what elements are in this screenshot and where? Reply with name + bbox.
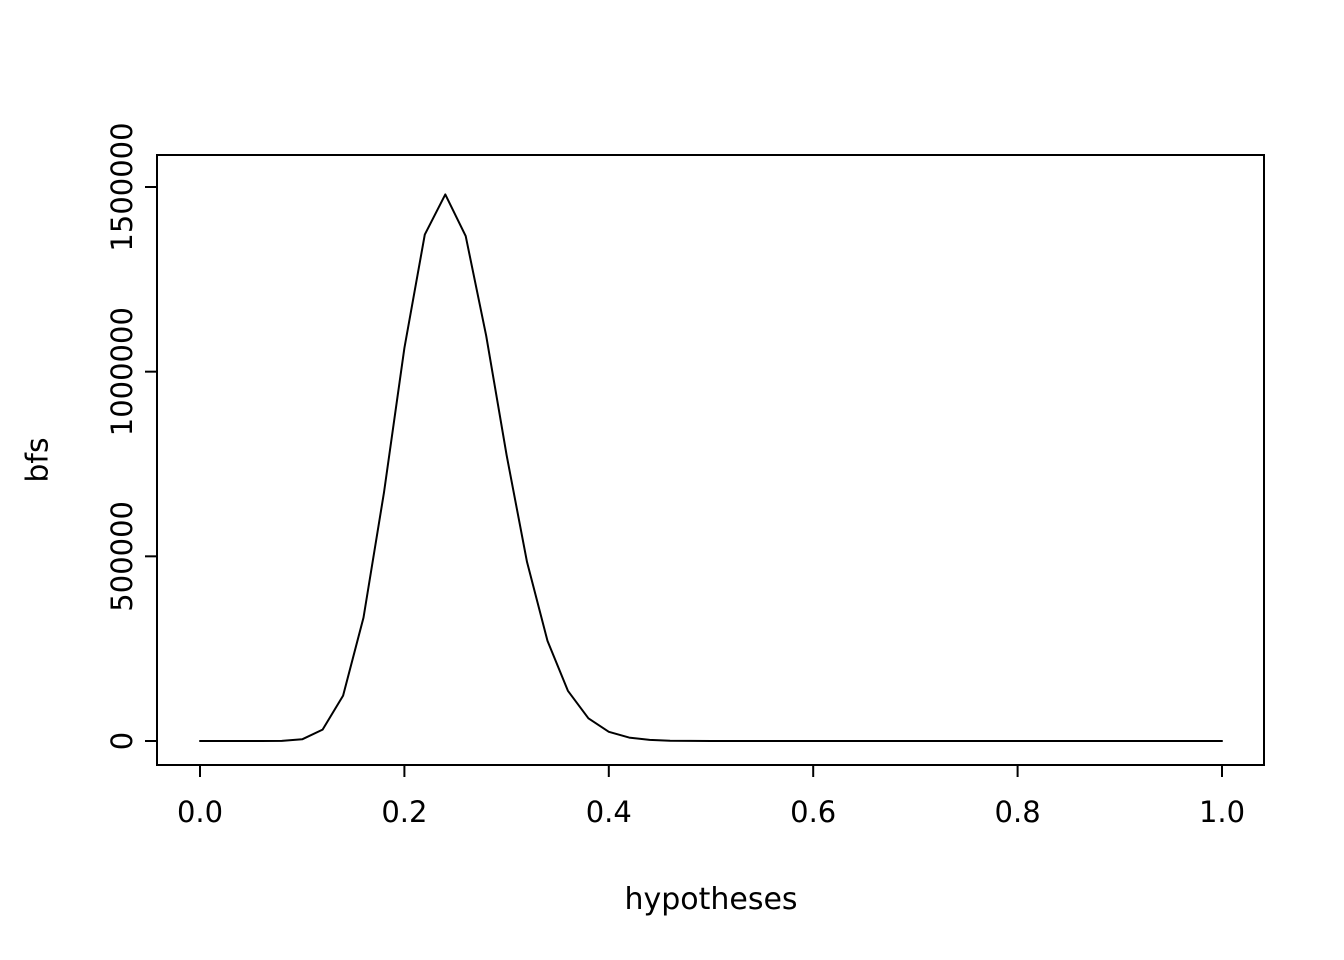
x-axis-tick-label: 0.0 <box>177 795 223 829</box>
x-axis-tick-label: 0.8 <box>995 795 1041 829</box>
x-axis-title: hypotheses <box>624 882 798 917</box>
y-axis-tick-label: 0 <box>105 732 139 750</box>
y-axis-tick-label: 500000 <box>105 501 139 612</box>
x-axis-tick-label: 0.4 <box>586 795 632 829</box>
y-axis-tick-label: 1000000 <box>105 307 139 436</box>
x-axis-tick-label: 0.2 <box>381 795 427 829</box>
bfs-curve <box>199 193 1223 742</box>
y-axis-title: bfs <box>20 437 56 483</box>
plot-box <box>156 154 1265 766</box>
y-axis-tick-label: 1500000 <box>105 122 139 251</box>
x-axis-tick-label: 0.6 <box>790 795 836 829</box>
x-axis-tick-label: 1.0 <box>1199 795 1245 829</box>
